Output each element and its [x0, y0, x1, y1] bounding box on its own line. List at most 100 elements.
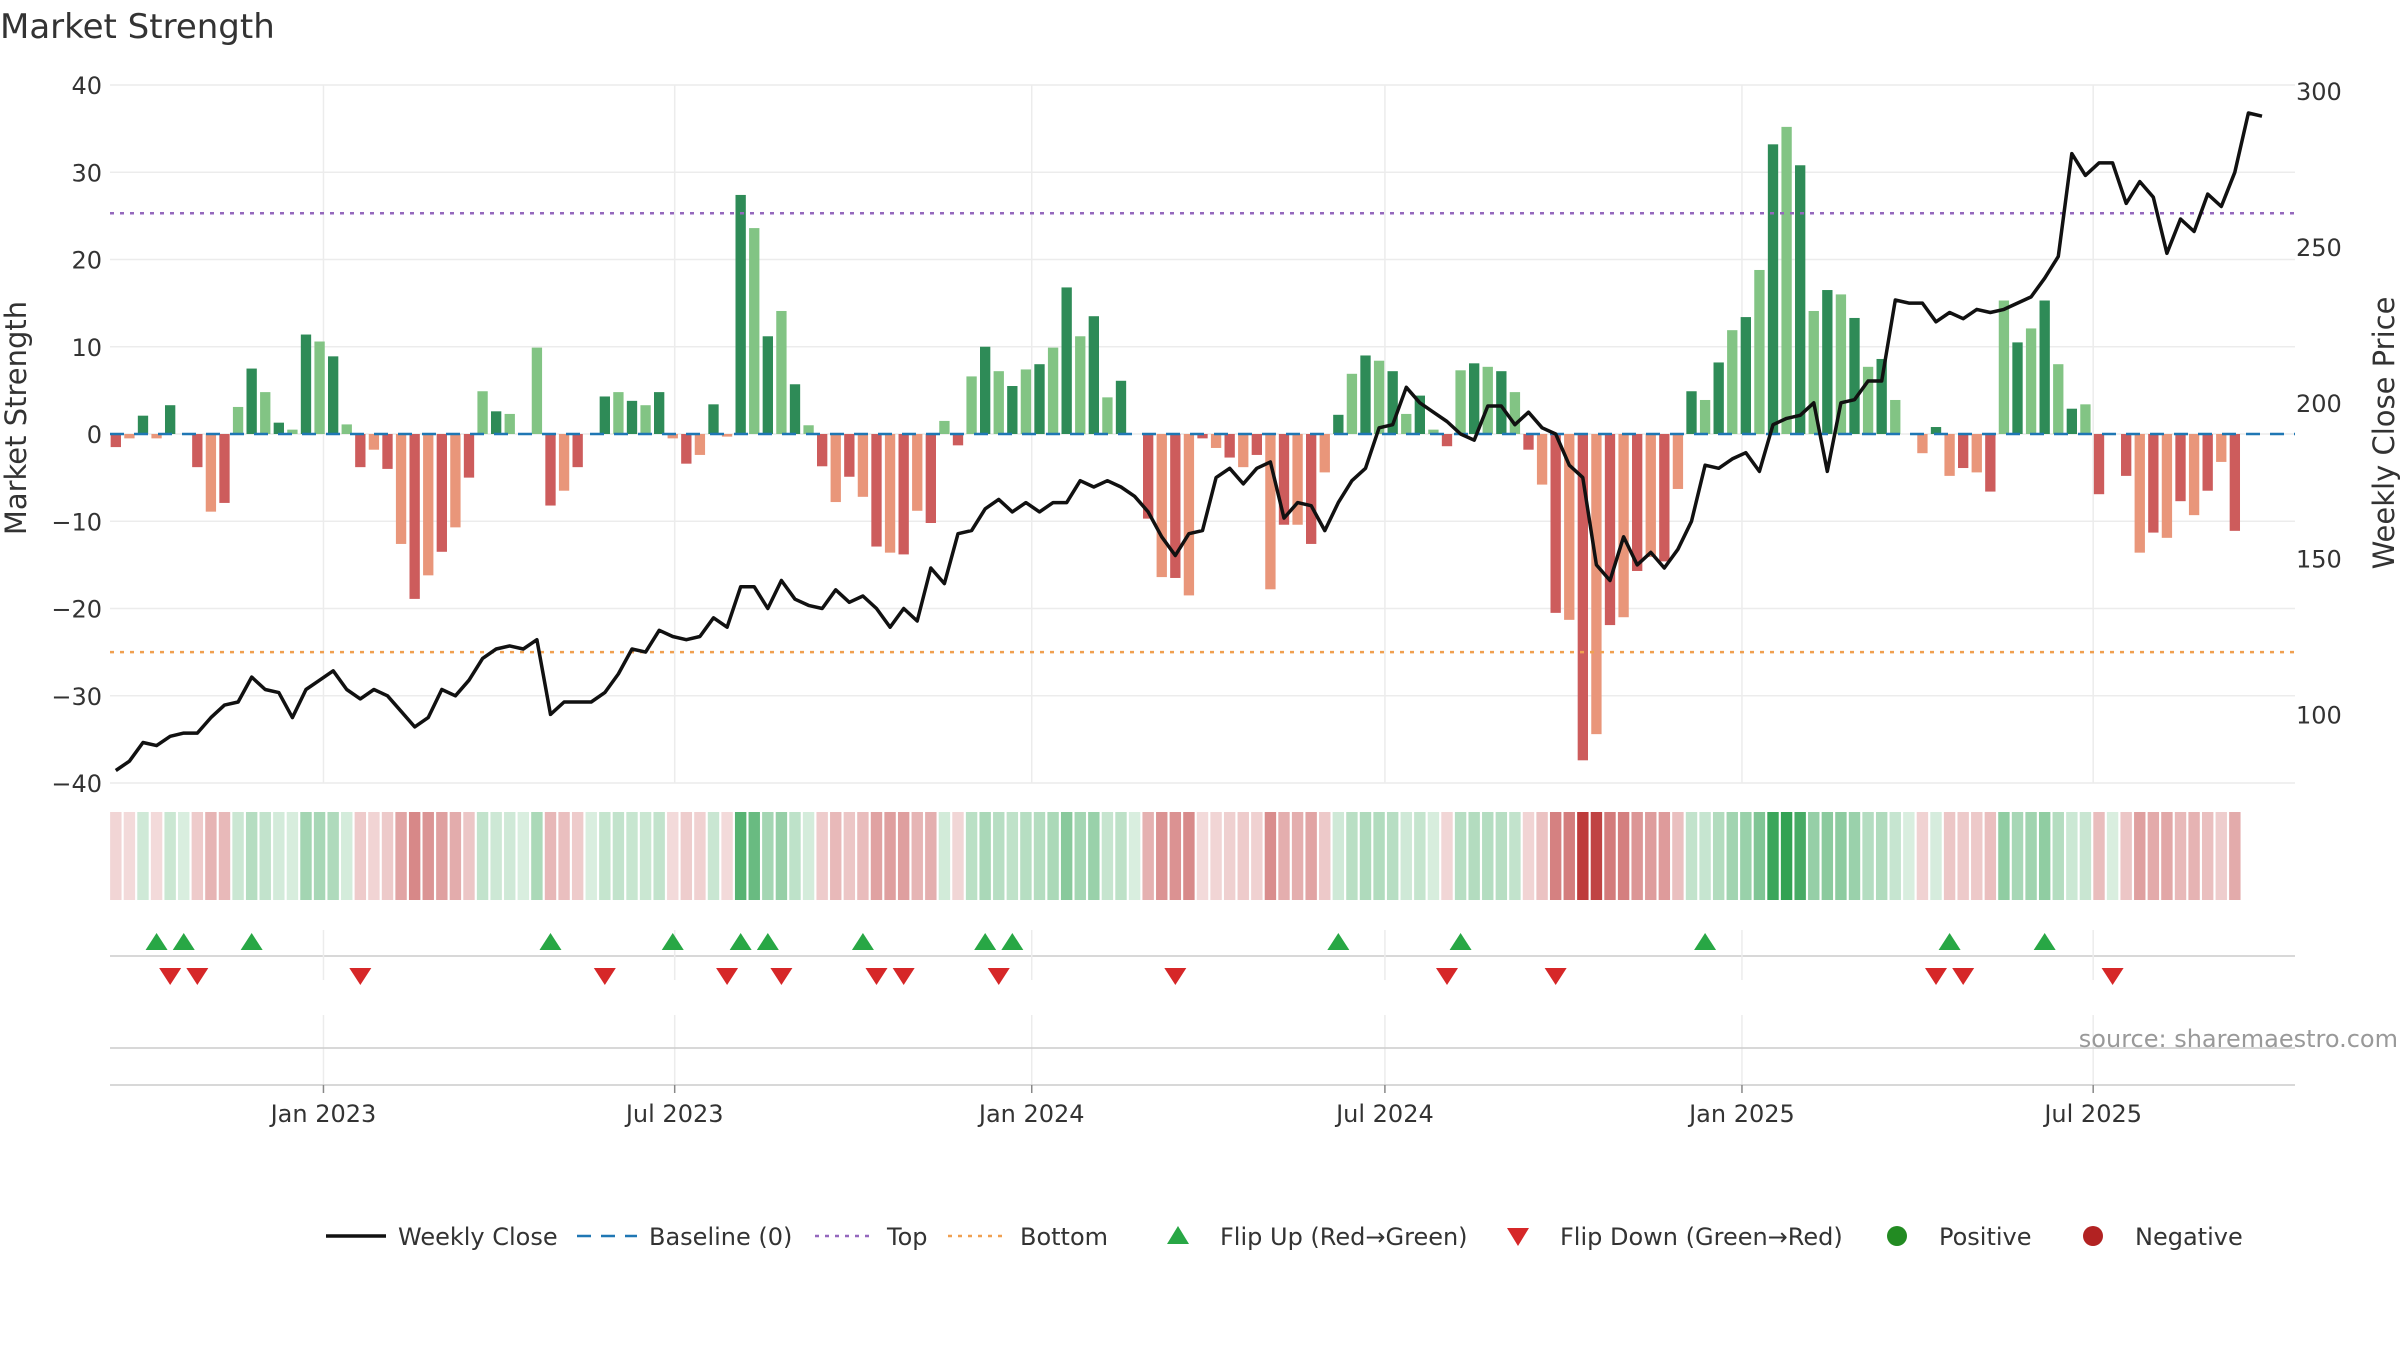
- heat-cell: [2147, 812, 2160, 900]
- strength-bar: [1251, 434, 1262, 455]
- strength-bar: [151, 434, 162, 439]
- heat-cell: [2229, 812, 2241, 900]
- strength-bar: [1183, 434, 1195, 596]
- strength-bar: [1224, 434, 1235, 458]
- heat-cell: [830, 812, 842, 900]
- strength-bar: [1319, 434, 1330, 473]
- strength-bar: [545, 434, 556, 506]
- heat-cell: [531, 812, 543, 900]
- y-tick-label: −20: [51, 596, 102, 624]
- heat-cell: [1128, 812, 1141, 900]
- lower-panel: [110, 1015, 2295, 1086]
- heat-cell: [2188, 812, 2200, 900]
- strength-bar: [2121, 434, 2132, 476]
- heat-cell: [1427, 812, 1440, 900]
- heat-cell: [1984, 812, 1997, 900]
- strength-bar: [558, 434, 570, 491]
- flip-down-marker: [186, 968, 209, 985]
- y2-axis-label: Weekly Close Price: [2367, 297, 2400, 570]
- y2-tick-label: 250: [2296, 234, 2342, 262]
- heat-cell: [1074, 812, 1086, 900]
- strength-bar: [1971, 434, 1982, 473]
- strength-bar: [817, 434, 828, 467]
- y-tick-label: 0: [87, 421, 102, 449]
- heat-cell: [1726, 812, 1738, 900]
- heat-cell: [1373, 812, 1385, 900]
- strength-bar: [1278, 434, 1290, 525]
- flip-down-marker: [159, 968, 182, 985]
- heat-cell: [1712, 812, 1725, 900]
- x-tick-label: Jan 2025: [1687, 1100, 1795, 1128]
- heat-cell: [1033, 812, 1046, 900]
- flip-down-marker: [865, 968, 888, 985]
- heat-cell: [707, 812, 720, 900]
- heat-cell: [734, 812, 747, 900]
- strength-bar: [1876, 358, 1887, 434]
- heat-cell: [897, 812, 910, 900]
- y-tick-label: 40: [71, 72, 102, 100]
- heat-cell: [1264, 812, 1277, 900]
- heat-cell: [476, 812, 489, 900]
- heat-cell: [178, 812, 190, 900]
- strength-bar: [395, 434, 407, 544]
- heat-cell: [341, 812, 353, 900]
- heat-cell: [463, 812, 475, 900]
- strength-bar: [1862, 366, 1874, 434]
- heat-cell: [123, 812, 136, 900]
- strength-bar: [124, 434, 135, 439]
- strength-bar: [409, 434, 420, 599]
- y-tick-label: 20: [71, 247, 102, 275]
- heat-cell: [571, 812, 584, 900]
- heat-cell: [1386, 812, 1399, 900]
- strength-bar: [1604, 434, 1616, 626]
- strength-bar: [789, 384, 801, 434]
- legend-swatch: [2083, 1226, 2103, 1246]
- heat-cell: [2120, 812, 2132, 900]
- heat-cell: [1998, 812, 2010, 900]
- flip-up-marker: [145, 933, 168, 950]
- legend-item: Weekly Close: [326, 1223, 558, 1251]
- strength-bar: [1020, 369, 1032, 434]
- legend-label: Bottom: [1020, 1223, 1108, 1251]
- strength-bar: [273, 422, 284, 434]
- strength-bar: [137, 415, 149, 434]
- flip-down-marker: [1925, 968, 1948, 985]
- heat-cell: [789, 812, 801, 900]
- strength-bar: [1061, 287, 1072, 434]
- strength-bar: [1455, 370, 1466, 434]
- heat-cell: [1563, 812, 1575, 900]
- heat-cell: [2025, 812, 2037, 900]
- heat-cell: [585, 812, 597, 900]
- heat-cell: [612, 812, 625, 900]
- strength-bar: [830, 434, 841, 503]
- heat-cell: [816, 812, 828, 900]
- legend-label: Positive: [1939, 1223, 2032, 1251]
- strength-bar: [2161, 434, 2173, 538]
- strength-bar: [1333, 414, 1344, 434]
- strength-bar: [1373, 360, 1385, 434]
- price-series: [114, 111, 2263, 772]
- heat-cell: [1115, 812, 1127, 900]
- heat-cell: [558, 812, 570, 900]
- strength-bar: [1550, 434, 1561, 613]
- strength-bar: [1007, 386, 1018, 434]
- strength-bar: [2080, 404, 2091, 434]
- legend-item: Negative: [2083, 1223, 2243, 1251]
- heat-cell: [1794, 812, 1806, 900]
- strength-bar: [1115, 380, 1127, 434]
- strength-bar: [1917, 434, 1928, 454]
- strength-bar: [2053, 364, 2064, 434]
- strength-bar: [721, 434, 733, 437]
- heat-cell: [517, 812, 530, 900]
- strength-bar: [1509, 392, 1521, 434]
- heat-cell: [925, 812, 937, 900]
- heat-cell: [313, 812, 326, 900]
- x-tick-label: Jul 2023: [624, 1100, 724, 1128]
- heat-cell: [2161, 812, 2173, 900]
- strength-bar: [980, 346, 991, 434]
- strength-bar: [1645, 434, 1656, 558]
- y-tick-label: −40: [51, 770, 102, 798]
- strength-bar: [1767, 144, 1779, 434]
- heat-cell: [1780, 812, 1793, 900]
- heat-cell: [952, 812, 964, 900]
